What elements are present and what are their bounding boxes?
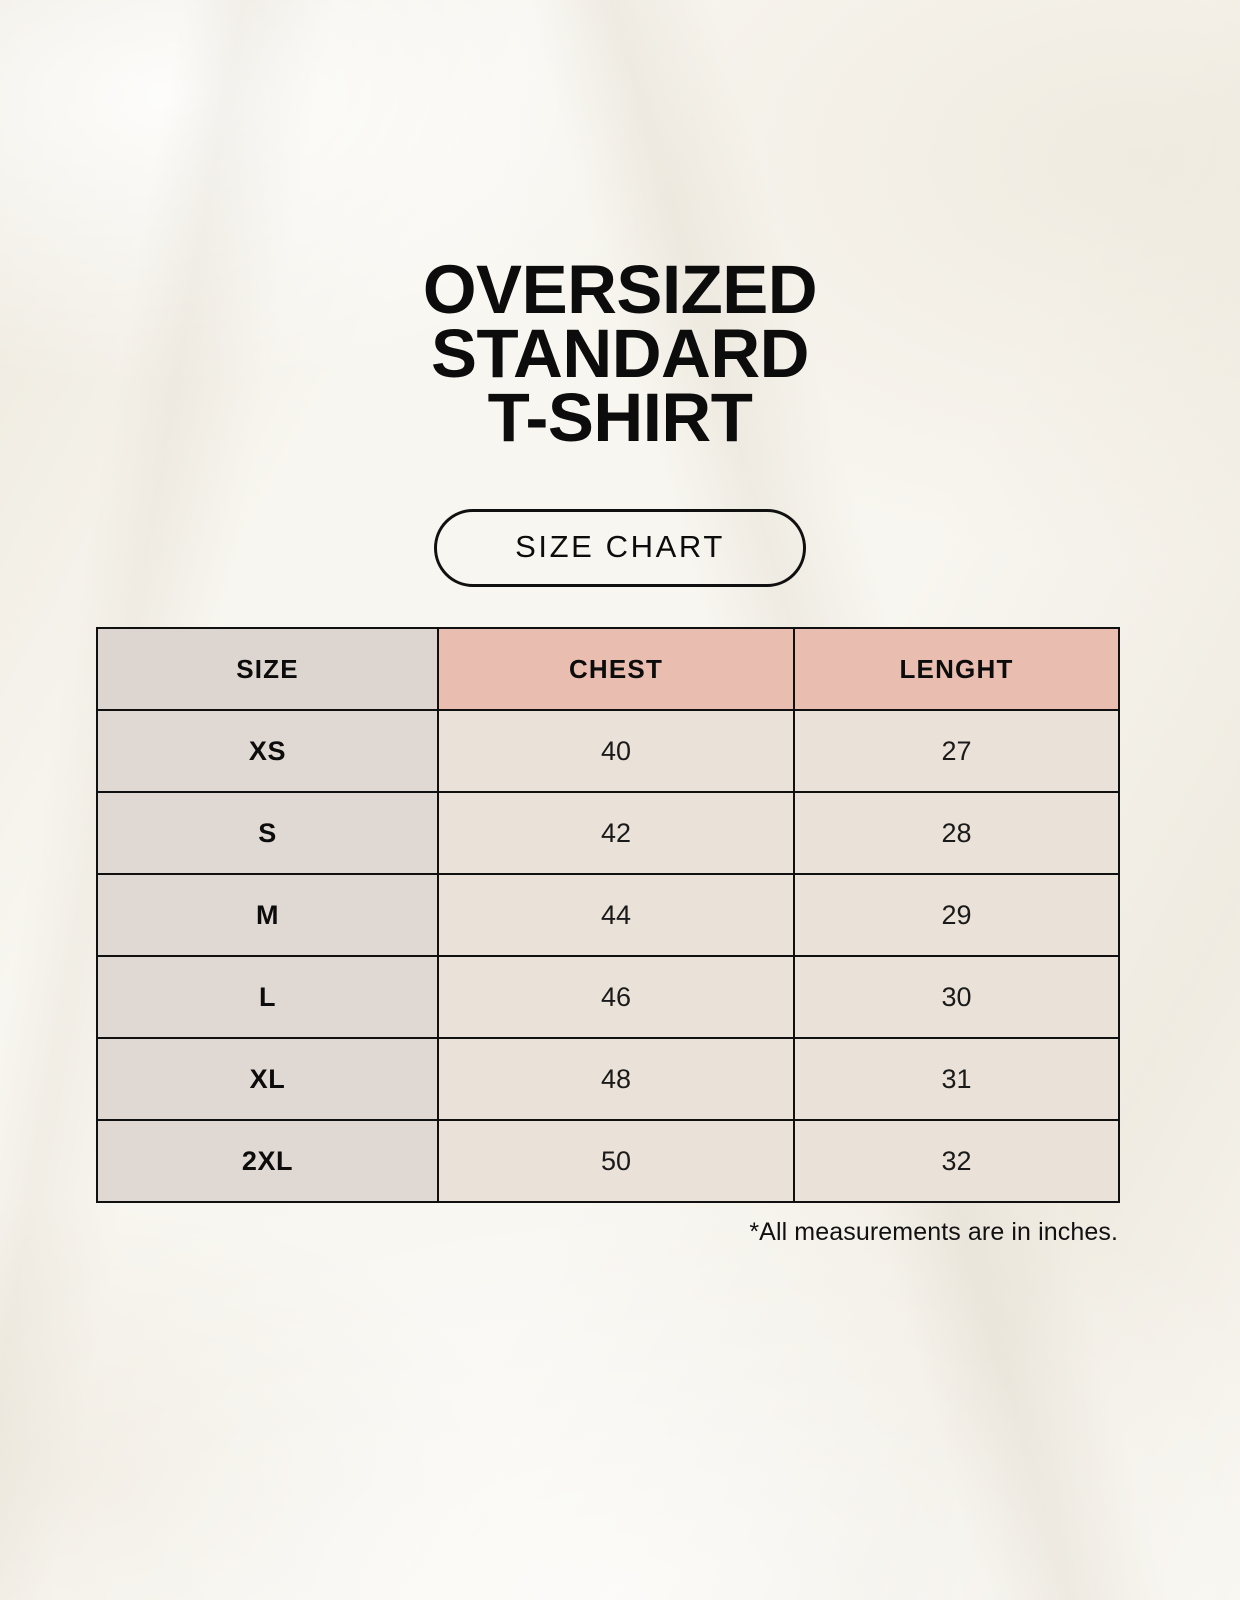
cell-chest: 44	[437, 873, 795, 957]
cell-chest: 42	[437, 791, 795, 875]
cell-chest: 50	[437, 1119, 795, 1203]
cell-size: L	[96, 955, 439, 1039]
cell-size: M	[96, 873, 439, 957]
table-header-row: SIZE CHEST LENGHT	[96, 627, 1120, 711]
column-header-chest: CHEST	[437, 627, 795, 711]
table-row: S 42 28	[96, 791, 1120, 875]
cell-length: 30	[793, 955, 1120, 1039]
cell-size: 2XL	[96, 1119, 439, 1203]
cell-length: 27	[793, 709, 1120, 793]
cell-length: 32	[793, 1119, 1120, 1203]
table-row: L 46 30	[96, 955, 1120, 1039]
cell-size: S	[96, 791, 439, 875]
column-header-length: LENGHT	[793, 627, 1120, 711]
size-table-header: SIZE CHEST LENGHT	[96, 627, 1120, 711]
column-header-size: SIZE	[96, 627, 439, 711]
page-title-line-1: OVERSIZED	[422, 251, 818, 328]
cell-length: 28	[793, 791, 1120, 875]
page-title-line-2: STANDARD	[430, 315, 810, 393]
size-chart-badge-container: SIZE CHART	[0, 509, 1240, 587]
table-row: XS 40 27	[96, 709, 1120, 793]
cell-chest: 48	[437, 1037, 795, 1121]
cell-size: XS	[96, 709, 439, 793]
cell-length: 29	[793, 873, 1120, 957]
size-table-container: SIZE CHEST LENGHT XS 40 27 S 42 28 M	[96, 627, 1120, 1203]
cell-length: 31	[793, 1037, 1120, 1121]
table-row: M 44 29	[96, 873, 1120, 957]
size-table-body: XS 40 27 S 42 28 M 44 29 L 46 30	[96, 709, 1120, 1203]
cell-chest: 46	[437, 955, 795, 1039]
size-chart-badge: SIZE CHART	[434, 509, 806, 587]
cell-chest: 40	[437, 709, 795, 793]
page-title: OVERSIZED STANDARD T-SHIRT	[0, 251, 1240, 457]
cell-size: XL	[96, 1037, 439, 1121]
measurement-footnote: *All measurements are in inches.	[749, 1218, 1118, 1246]
page-title-line-3: T-SHIRT	[487, 379, 753, 457]
table-row: XL 48 31	[96, 1037, 1120, 1121]
table-row: 2XL 50 32	[96, 1119, 1120, 1203]
size-table: SIZE CHEST LENGHT XS 40 27 S 42 28 M	[96, 627, 1120, 1203]
